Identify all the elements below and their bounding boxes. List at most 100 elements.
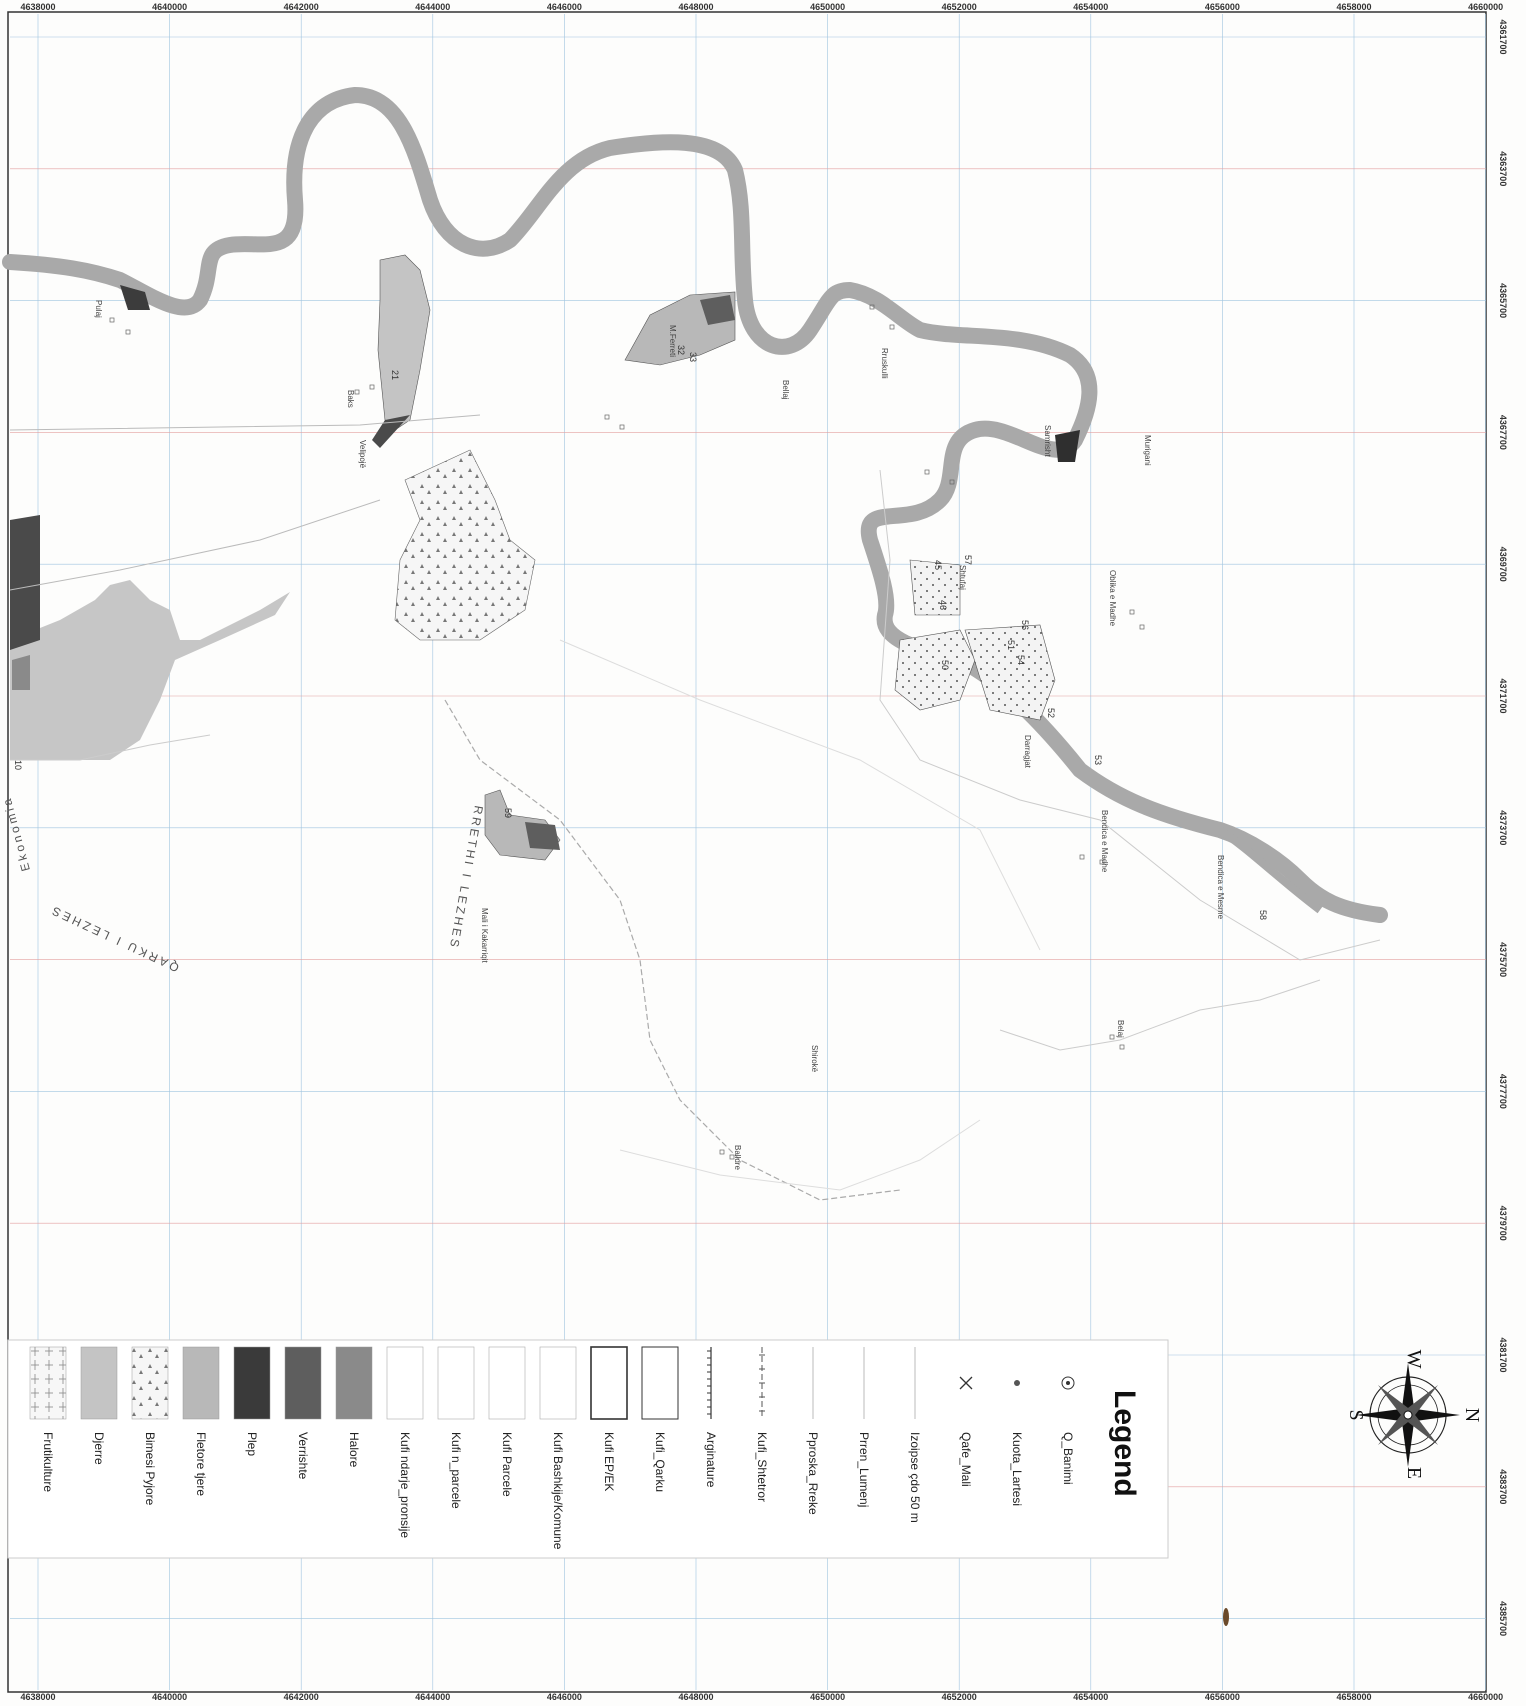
coordinate-ticks: 4638000 4638000 4640000 4640000 4642000 46420…	[20, 2, 1508, 1702]
lagoon-area	[10, 580, 290, 760]
y-tick-label: 4365700	[1498, 283, 1508, 318]
x-tick-label: 4644000	[415, 1692, 450, 1702]
legend-label: Kufi EP/EK	[602, 1432, 616, 1491]
samrisht-poplar	[1055, 430, 1080, 462]
compass-s: S	[1345, 1409, 1367, 1420]
place-velipoje: Velipojë	[358, 440, 367, 469]
legend-label: Frutikulture	[41, 1432, 55, 1492]
place-pulaj: Pulaj	[94, 300, 103, 318]
compass-w: W	[1403, 1350, 1425, 1369]
legend-label: Halore	[347, 1432, 361, 1468]
place-belaj: Belaj	[1116, 1020, 1125, 1038]
forest-mferreti-dark	[700, 295, 735, 325]
legend-label: Plep	[245, 1432, 259, 1456]
legend-label: Qafe_Mali	[959, 1432, 973, 1487]
legend-label: Kufi_Qarku	[653, 1432, 667, 1492]
legend-box	[7, 1339, 1169, 1559]
x-tick-label: 4658000	[1336, 2, 1371, 12]
x-tick-label: 4654000	[1073, 2, 1108, 12]
pulaj-poplar	[120, 285, 150, 310]
legend-label: Fletore tjere	[194, 1432, 208, 1496]
legend-item: Q_Banimi	[1061, 1376, 1075, 1485]
x-tick-label: 4640000	[152, 2, 187, 12]
x-tick-label: 4660000	[1468, 1692, 1503, 1702]
place-labels: Pulaj Velipojë Baks M.Ferreti Bellaj Rru…	[94, 300, 1225, 1170]
x-tick-label: 4640000	[152, 1692, 187, 1702]
legend-item: Pproska_Rreke	[806, 1347, 820, 1515]
y-tick-label: 4361700	[1498, 19, 1508, 54]
legend-swatch	[437, 1346, 475, 1420]
place-oblika: Oblika e Madhe	[1108, 570, 1117, 627]
dotted-parcel-3	[909, 559, 961, 616]
place-baks: Baks	[346, 390, 355, 408]
legend-item: Kufi ndarje_pronsije	[386, 1346, 424, 1538]
map-frame	[7, 11, 1487, 1693]
legend-label: Arginature	[704, 1432, 718, 1488]
y-tick-label: 4369700	[1498, 547, 1508, 582]
legend-swatch	[284, 1346, 322, 1420]
x-tick-label: 4642000	[284, 2, 319, 12]
boundary-line-1	[9, 414, 481, 431]
region-ekonomia: Ekonomia	[0, 794, 33, 872]
legend-label: Kufi ndarje_pronsije	[398, 1432, 412, 1538]
legend-item: Fletore tjere	[182, 1346, 220, 1496]
river-buna-branch	[1217, 826, 1323, 914]
legend-item: Prren_Lumenj	[857, 1347, 871, 1507]
x-tick-label: 4650000	[810, 1692, 845, 1702]
parcel-number: 57	[963, 555, 973, 565]
legend-label: Prren_Lumenj	[857, 1432, 871, 1507]
legend-symbol	[1061, 1376, 1075, 1390]
legend-swatch	[641, 1346, 679, 1420]
legend-label: Pproska_Rreke	[806, 1432, 820, 1515]
place-mferreti: M.Ferreti	[668, 325, 677, 357]
x-tick-label: 4648000	[678, 1692, 713, 1702]
y-tick-label: 4363700	[1498, 151, 1508, 186]
legend-swatch	[233, 1346, 271, 1420]
legend-item: Kufi_Shtetror	[755, 1347, 769, 1502]
parcel-number: 33	[688, 352, 698, 362]
y-tick-label: 4383700	[1498, 1469, 1508, 1504]
parcel-number: 59	[503, 808, 513, 818]
river-buna	[2, 87, 1388, 923]
legend-item: Halore	[335, 1346, 373, 1468]
legend-item: Izoipse çdo 50 m	[908, 1347, 922, 1523]
place-bendica-madhe: Bendica e Madhe	[1100, 810, 1109, 873]
x-tick-label: 4646000	[547, 1692, 582, 1702]
compass-e: E	[1403, 1467, 1425, 1479]
region-qarku-lezhes: QARKU I LEZHES	[47, 903, 181, 975]
boundary-south-east	[999, 979, 1321, 1051]
legend-label: Bimesi Pyjore	[143, 1432, 157, 1506]
legend-label: Kufi_Shtetror	[755, 1432, 769, 1502]
parcel-number: 51	[1006, 640, 1016, 650]
legend-label: Kufi n_parcele	[449, 1432, 463, 1509]
legend-swatch	[386, 1346, 424, 1420]
stain-mark	[1223, 1608, 1229, 1626]
forest-velipoje	[377, 254, 431, 431]
legend-swatch	[131, 1346, 169, 1420]
x-tick-label: 4650000	[810, 2, 845, 12]
legend-swatch	[80, 1346, 118, 1420]
place-murigani: Murigani	[1143, 435, 1152, 466]
legend-item: Qafe_Mali	[959, 1376, 973, 1487]
legend-item: Kufi Parcele	[488, 1346, 526, 1497]
x-tick-label: 4656000	[1205, 2, 1240, 12]
place-shtufaj: Shtufaj	[958, 565, 967, 590]
legend-item: Bimesi Pyjore	[131, 1346, 169, 1506]
dotted-parcel-2	[964, 624, 1056, 721]
legend-label: Kuota_Lartesi	[1010, 1432, 1024, 1506]
x-tick-label: 4646000	[547, 2, 582, 12]
legend-item: Frutikulture	[29, 1346, 67, 1492]
boundary-line-2	[9, 499, 381, 591]
y-tick-label: 4377700	[1498, 1074, 1508, 1109]
y-tick-label: 4375700	[1498, 942, 1508, 977]
legend-label: Djerre	[92, 1432, 106, 1465]
legend-title: Legend	[1108, 1390, 1141, 1497]
vegetation-central	[394, 449, 536, 641]
x-tick-label: 4652000	[942, 1692, 977, 1702]
parcel-number: 53	[1093, 755, 1103, 765]
legend-label: Kufi Parcele	[500, 1432, 514, 1497]
parcel-south-dark	[525, 822, 560, 850]
legend-item: Kufi_Qarku	[641, 1346, 679, 1492]
